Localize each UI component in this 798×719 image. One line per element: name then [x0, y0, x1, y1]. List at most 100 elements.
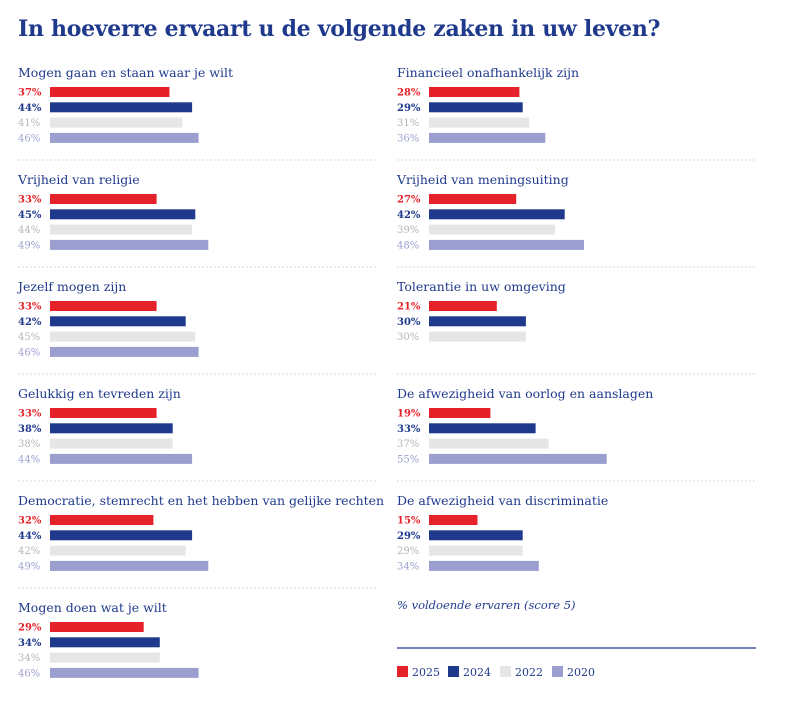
value-label: 45%	[18, 332, 40, 343]
bar-2022	[429, 545, 523, 556]
value-label: 29%	[397, 103, 421, 114]
legend-swatch-2025	[397, 666, 408, 677]
value-label: 42%	[18, 317, 42, 328]
value-label: 48%	[397, 240, 419, 251]
group-label: Tolerantie in uw omgeving	[397, 279, 566, 294]
group-label: Vrijheid van meningsuiting	[396, 172, 569, 187]
value-label: 44%	[18, 454, 40, 465]
bar-2020	[429, 132, 546, 143]
value-label: 41%	[18, 118, 40, 129]
value-label: 34%	[397, 561, 419, 572]
bar-2024	[429, 316, 526, 327]
legend-swatch-2024	[448, 666, 459, 677]
value-label: 32%	[18, 516, 42, 527]
value-label: 46%	[18, 347, 40, 358]
value-label: 38%	[18, 424, 42, 435]
group-label: Gelukkig en tevreden zijn	[18, 386, 181, 401]
value-label: 27%	[397, 195, 421, 206]
group-label: Vrijheid van religie	[17, 172, 140, 187]
bar-2024	[50, 423, 173, 434]
value-label: 33%	[18, 409, 42, 420]
value-label: 44%	[18, 531, 42, 542]
value-label: 29%	[397, 546, 419, 557]
group-label: Democratie, stemrecht en het hebben van …	[18, 493, 384, 508]
group-label: De afwezigheid van discriminatie	[397, 493, 608, 508]
chart-title: In hoeverre ervaart u de volgende zaken …	[18, 16, 661, 42]
bar-2025	[429, 87, 520, 97]
bar-2020	[50, 239, 209, 250]
bar-2024	[429, 530, 523, 541]
legend-label-2025: 2025	[412, 666, 440, 679]
value-label: 29%	[18, 623, 42, 634]
bar-2020	[50, 667, 199, 678]
value-label: 33%	[397, 424, 421, 435]
value-label: 44%	[18, 103, 42, 114]
bar-2022	[429, 331, 526, 342]
bar-2025	[50, 408, 157, 418]
value-label: 46%	[18, 668, 40, 679]
bar-2020	[429, 560, 539, 571]
bar-2025	[50, 301, 157, 311]
legend-label-2024: 2024	[463, 666, 491, 679]
value-label: 33%	[18, 195, 42, 206]
group-label: De afwezigheid van oorlog en aanslagen	[397, 386, 653, 401]
value-label: 19%	[397, 409, 421, 420]
bar-2024	[50, 102, 193, 113]
group-label: Financieel onafhankelijk zijn	[397, 65, 579, 80]
bar-2025	[429, 301, 497, 311]
bar-2020	[50, 560, 209, 571]
chart-note: % voldoende ervaren (score 5)	[397, 598, 576, 612]
group-label: Jezelf mogen zijn	[16, 279, 126, 294]
value-label: 21%	[397, 302, 421, 313]
value-label: 15%	[397, 516, 421, 527]
value-label: 30%	[397, 332, 419, 343]
value-label: 45%	[18, 210, 42, 221]
legend-swatch-2022	[500, 666, 511, 677]
value-label: 34%	[18, 653, 40, 664]
bar-2025	[50, 515, 154, 525]
bar-2025	[50, 87, 170, 97]
bar-2020	[50, 346, 199, 357]
value-label: 42%	[397, 210, 421, 221]
bar-2020	[429, 453, 607, 464]
bar-2024	[429, 102, 523, 113]
bar-2022	[50, 545, 186, 556]
bar-2024	[50, 637, 160, 648]
value-label: 55%	[397, 454, 419, 465]
value-label: 46%	[18, 133, 40, 144]
bar-2025	[50, 622, 144, 632]
legend-label-2022: 2022	[515, 666, 543, 679]
legend-label-2020: 2020	[567, 666, 595, 679]
bar-2024	[429, 423, 536, 434]
group-label: Mogen gaan en staan waar je wilt	[18, 65, 233, 80]
bar-2024	[50, 316, 186, 327]
value-label: 38%	[18, 439, 40, 450]
value-label: 33%	[18, 302, 42, 313]
bar-2022	[50, 117, 183, 128]
bar-2025	[429, 515, 478, 525]
legend-swatch-2020	[552, 666, 563, 677]
value-label: 36%	[397, 133, 419, 144]
bar-2022	[50, 652, 160, 663]
bar-2022	[429, 224, 555, 235]
value-label: 30%	[397, 317, 421, 328]
bar-2024	[50, 209, 196, 220]
bar-2025	[429, 194, 517, 204]
value-label: 37%	[397, 439, 419, 450]
bar-2022	[50, 438, 173, 449]
bar-2020	[50, 132, 199, 143]
bar-2022	[50, 224, 193, 235]
value-label: 49%	[18, 240, 40, 251]
bar-2022	[429, 438, 549, 449]
value-label: 49%	[18, 561, 40, 572]
bar-2025	[50, 194, 157, 204]
value-label: 28%	[397, 88, 421, 99]
value-label: 34%	[18, 638, 42, 649]
bar-2022	[50, 331, 196, 342]
value-label: 44%	[18, 225, 40, 236]
bar-2025	[429, 408, 491, 418]
bar-2024	[50, 530, 193, 541]
group-label: Mogen doen wat je wilt	[18, 600, 167, 615]
value-label: 37%	[18, 88, 42, 99]
